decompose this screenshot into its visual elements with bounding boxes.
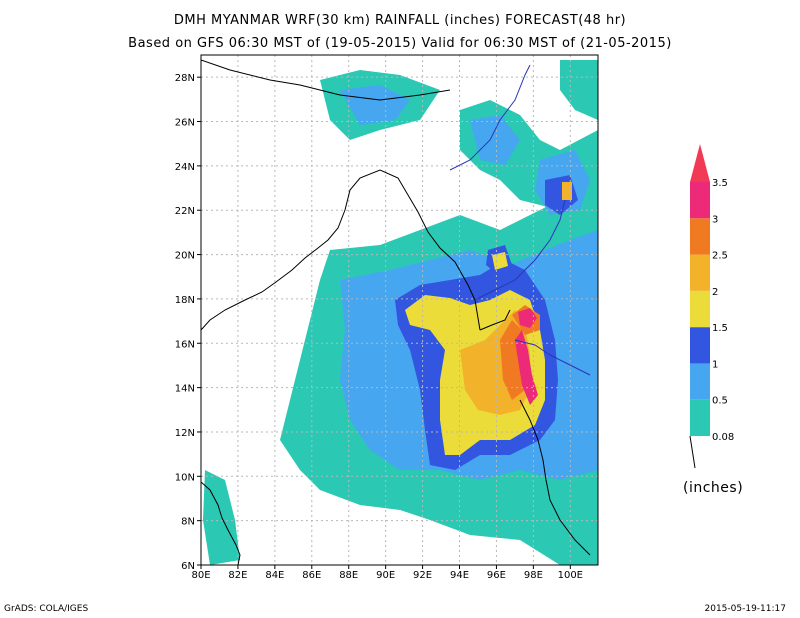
- lon-tick-label: 94E: [450, 570, 469, 581]
- lat-tick-label: 12N: [175, 428, 195, 439]
- lon-tick-label: 98E: [524, 570, 543, 581]
- lon-tick-label: 84E: [265, 570, 284, 581]
- colorbar: 0.08 0.5 1 1.5 2 2.5 3 3.5: [690, 144, 734, 468]
- colorbar-segment: [690, 182, 710, 218]
- colorbar-level-label: 1.5: [712, 323, 728, 334]
- longitude-ticks: 80E82E84E86E88E90E92E94E96E98E100E: [191, 565, 583, 581]
- lat-tick-label: 20N: [175, 251, 195, 262]
- lon-tick-label: 90E: [376, 570, 395, 581]
- lon-tick-label: 82E: [228, 570, 247, 581]
- lon-tick-label: 86E: [302, 570, 321, 581]
- colorbar-segment: [690, 218, 710, 254]
- lat-tick-label: 8N: [181, 517, 195, 528]
- colorbar-segment: [690, 363, 710, 399]
- colorbar-segment: [690, 291, 710, 327]
- colorbar-level-label: 0.08: [712, 432, 734, 443]
- latitude-ticks: 6N 8N 10N 12N 14N 16N 18N 20N 22N 24N 26N 28N: [175, 73, 201, 572]
- lon-tick-label: 92E: [413, 570, 432, 581]
- colorbar-max-arrow: [690, 144, 710, 182]
- lat-tick-label: 22N: [175, 206, 195, 217]
- lat-tick-label: 18N: [175, 295, 195, 306]
- lat-tick-label: 6N: [181, 561, 195, 572]
- footer-timestamp: 2015-05-19-11:17: [705, 604, 787, 614]
- colorbar-min-tail: [690, 436, 695, 468]
- lon-tick-label: 88E: [339, 570, 358, 581]
- colorbar-level-label: 1: [712, 359, 718, 370]
- lat-tick-label: 10N: [175, 472, 195, 483]
- colorbar-level-label: 0.5: [712, 396, 728, 407]
- colorbar-segment: [690, 400, 710, 436]
- colorbar-segment: [690, 255, 710, 291]
- colorbar-units-label: (inches): [683, 480, 743, 496]
- lat-tick-label: 16N: [175, 339, 195, 350]
- colorbar-level-label: 3: [712, 214, 718, 225]
- colorbar-level-label: 2.5: [712, 251, 728, 262]
- footer-credit: GrADS: COLA/IGES: [4, 604, 88, 614]
- lat-tick-label: 26N: [175, 118, 195, 129]
- lon-tick-label: 100E: [558, 570, 583, 581]
- colorbar-level-label: 3.5: [712, 178, 728, 189]
- colorbar-level-label: 2: [712, 287, 718, 298]
- lat-tick-label: 14N: [175, 384, 195, 395]
- lat-tick-label: 24N: [175, 162, 195, 173]
- lat-tick-label: 28N: [175, 73, 195, 84]
- colorbar-segment: [690, 327, 710, 363]
- lon-tick-label: 96E: [487, 570, 506, 581]
